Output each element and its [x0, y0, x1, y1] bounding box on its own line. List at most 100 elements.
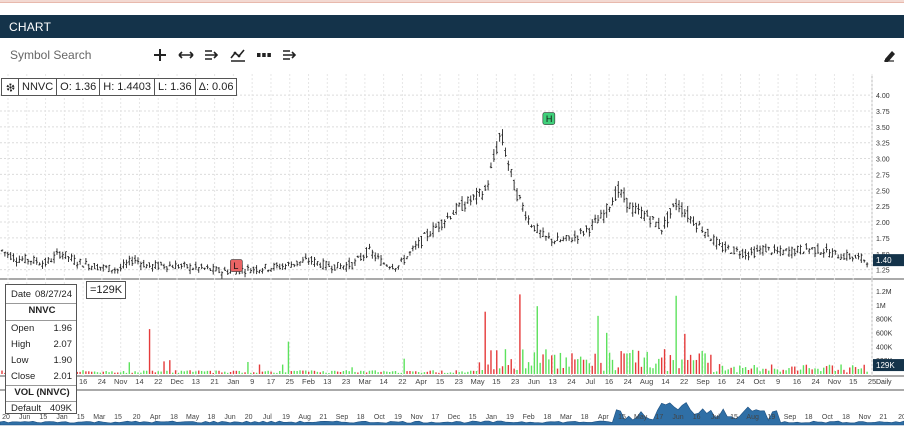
volume-bar	[412, 371, 414, 374]
volume-bar	[652, 368, 654, 374]
price-bar	[397, 265, 400, 270]
price-bar	[278, 263, 281, 270]
price-tick-label: 3.50	[876, 125, 890, 132]
volume-bar	[238, 370, 240, 374]
tooltip-volume-label: Default	[11, 403, 42, 414]
volume-bar	[322, 371, 324, 374]
price-bar	[87, 263, 90, 271]
volume-bar	[467, 371, 469, 374]
volume-bar	[310, 370, 313, 374]
volume-bar	[866, 371, 868, 374]
price-tick-label: 3.25	[876, 141, 890, 148]
price-bar	[495, 141, 498, 155]
volume-bar	[530, 365, 533, 374]
volume-bar	[93, 371, 96, 374]
volume-bar	[354, 371, 356, 374]
price-bar	[113, 267, 117, 274]
plus-icon[interactable]	[150, 45, 170, 65]
price-bar	[782, 249, 785, 256]
volume-bar	[846, 372, 848, 374]
expand-horizontal-icon[interactable]	[176, 45, 196, 65]
price-tick-label: 2.25	[876, 204, 890, 211]
price-bar	[498, 132, 501, 142]
price-bar	[417, 237, 420, 249]
volume-bar	[527, 362, 530, 374]
volume-bar	[478, 362, 481, 374]
volume-bar	[759, 371, 761, 374]
volume-bar	[490, 350, 492, 374]
price-bar	[258, 269, 261, 274]
volume-bar	[391, 371, 394, 374]
price-bar	[12, 253, 15, 263]
volume-bar	[808, 368, 810, 374]
overview-tick-label: 21	[319, 414, 327, 421]
price-bar	[460, 196, 464, 211]
volume-bar	[516, 369, 518, 374]
volume-bar	[857, 368, 860, 374]
price-bar	[78, 258, 82, 265]
volume-bar	[360, 370, 362, 374]
chart-area[interactable]: 4.00 3.75 3.50 3.25 3.00 2.75 2.50 2.25 2.00 1.75…	[0, 74, 904, 429]
x-tick-label: 23	[342, 377, 350, 386]
volume-bar	[597, 315, 599, 374]
price-bar	[799, 244, 802, 255]
price-bar	[385, 264, 389, 267]
chart-line-icon[interactable]	[228, 45, 248, 65]
price-bar	[510, 168, 513, 178]
export-icon[interactable]	[280, 45, 300, 65]
dots-icon[interactable]	[254, 45, 274, 65]
volume-bar	[180, 370, 183, 374]
volume-legend: =129K	[86, 281, 127, 299]
price-bar	[834, 249, 837, 255]
price-bar	[440, 219, 443, 231]
last-volume-badge	[873, 359, 904, 372]
price-bar	[625, 197, 629, 213]
volume-bar	[88, 371, 90, 374]
price-bar	[76, 261, 79, 269]
price-bar	[133, 255, 137, 264]
volume-bar	[710, 354, 712, 374]
volume-bar	[536, 306, 538, 374]
eraser-icon[interactable]	[880, 45, 900, 65]
volume-bar	[79, 371, 81, 374]
price-bar	[200, 263, 203, 269]
price-tick-label: 2.75	[876, 172, 890, 179]
price-bar	[533, 225, 536, 232]
symbol-search-input[interactable]	[10, 47, 130, 63]
price-bar	[744, 249, 747, 260]
price-bar	[165, 266, 169, 273]
volume-bar	[154, 372, 157, 374]
volume-bar	[261, 371, 264, 374]
arrow-right-bar-icon[interactable]	[202, 45, 222, 65]
price-bar	[281, 263, 284, 271]
price-bar	[657, 217, 660, 230]
volume-bar	[198, 370, 200, 374]
x-tick-label: 9	[250, 377, 254, 386]
volume-bar	[548, 359, 550, 374]
overview-tick-label: Jun	[19, 414, 30, 421]
volume-bar	[828, 364, 831, 374]
volume-bar	[643, 357, 646, 374]
x-tick-label: 22	[154, 377, 162, 386]
volume-bar	[736, 372, 738, 374]
price-bar	[348, 257, 351, 269]
price-bar	[6, 251, 9, 258]
overview-tick-label: Apr	[598, 414, 610, 421]
volume-bar	[148, 329, 151, 374]
x-tick-label: 16	[79, 377, 87, 386]
price-bar	[246, 264, 250, 271]
x-tick-label: 25	[868, 377, 876, 386]
price-bar	[162, 263, 166, 270]
interval-label: Daily	[876, 379, 892, 386]
price-bar	[183, 261, 186, 268]
price-volume-chart[interactable]: 4.00 3.75 3.50 3.25 3.00 2.75 2.50 2.25 2.00 1.75…	[0, 74, 904, 429]
volume-bar	[131, 372, 133, 374]
gear-icon[interactable]	[2, 79, 19, 95]
x-tick-label: 24	[736, 377, 744, 386]
volume-bar	[565, 357, 567, 374]
price-bar	[492, 149, 496, 162]
volume-bar	[802, 365, 805, 374]
volume-bar	[524, 368, 527, 374]
price-bar	[119, 263, 122, 272]
price-bar	[750, 247, 753, 256]
